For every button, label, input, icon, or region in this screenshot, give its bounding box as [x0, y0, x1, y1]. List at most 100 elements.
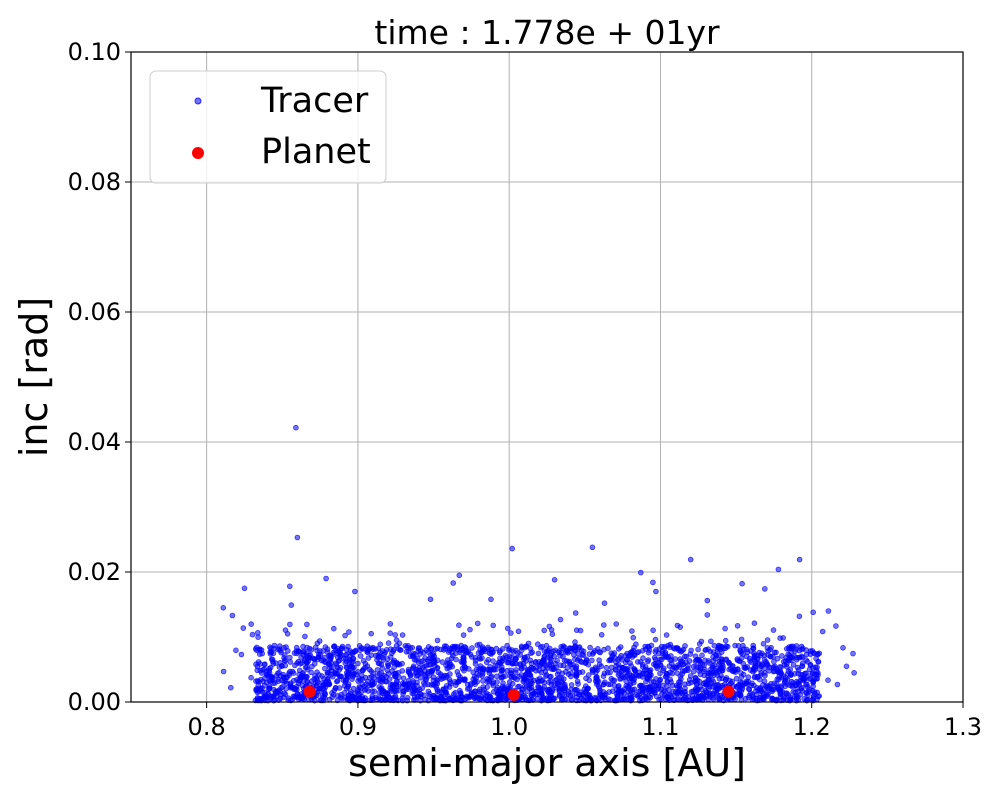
tracer-point [694, 688, 699, 693]
tracer-point [841, 645, 846, 650]
tracer-point [332, 652, 337, 657]
tracer-point [804, 690, 809, 695]
tracer-point [570, 697, 575, 702]
tracer-point [270, 678, 275, 683]
tracer-point [547, 624, 552, 629]
tracer-point [741, 672, 746, 677]
tracer-point [307, 655, 312, 660]
tracer-point [423, 682, 428, 687]
tracer-point [403, 643, 408, 648]
tracer-point [521, 679, 526, 684]
tracer-point [654, 694, 659, 699]
tracer-point [723, 638, 728, 643]
tracer-point [442, 644, 447, 649]
tracer-point [309, 648, 314, 653]
y-tick-label: 0.08 [68, 168, 121, 196]
tracer-point [765, 652, 770, 657]
tracer-point [417, 687, 422, 692]
tracer-point [794, 644, 799, 649]
tracer-point [284, 686, 289, 691]
tracer-point [741, 652, 746, 657]
tracer-point [735, 657, 740, 662]
tracer-point [221, 669, 226, 674]
tracer-point [605, 670, 610, 675]
tracer-point [557, 649, 562, 654]
tracer-point [479, 650, 484, 655]
tracer-point [496, 696, 501, 701]
tracer-point [266, 672, 271, 677]
tracer-point [495, 685, 500, 690]
tracer-point [691, 669, 696, 674]
tracer-point [601, 690, 606, 695]
tracer-point [288, 660, 293, 665]
tracer-point [391, 647, 396, 652]
tracer-point [709, 639, 714, 644]
tracer-point [350, 677, 355, 682]
tracer-point [804, 658, 809, 663]
tracer-point [460, 660, 465, 665]
chart-title: time : 1.778e + 01yr [374, 13, 720, 52]
tracer-point [681, 647, 686, 652]
tracer-point [451, 581, 456, 586]
tracer-point [536, 684, 541, 689]
tracer-point [801, 677, 806, 682]
tracer-point [357, 676, 362, 681]
tracer-point [305, 622, 310, 627]
tracer-point [297, 668, 302, 673]
tracer-point [410, 691, 415, 696]
tracer-point [811, 610, 816, 615]
tracer-point [283, 658, 288, 663]
tracer-point [317, 686, 322, 691]
tracer-point [282, 653, 287, 658]
tracer-point [310, 664, 315, 669]
tracer-point [373, 647, 378, 652]
tracer-point [450, 644, 455, 649]
tracer-point [509, 671, 514, 676]
tracer-point [366, 689, 371, 694]
tracer-point [423, 656, 428, 661]
tracer-point [601, 674, 606, 679]
tracer-point [394, 682, 399, 687]
tracer-point [327, 682, 332, 687]
tracer-point [320, 681, 325, 686]
planet-point [723, 686, 735, 698]
tracer-point [464, 648, 469, 653]
tracer-point [735, 667, 740, 672]
tracer-point [267, 686, 272, 691]
tracer-point [337, 686, 342, 691]
tracer-point [777, 688, 782, 693]
tracer-point [348, 691, 353, 696]
tracer-point [400, 661, 405, 666]
tracer-point [673, 666, 678, 671]
tracer-point [413, 671, 418, 676]
tracer-point [787, 653, 792, 658]
tracer-point [789, 644, 794, 649]
tracer-point [255, 630, 260, 635]
tracer-point [255, 648, 260, 653]
tracer-point [725, 644, 730, 649]
tracer-point [335, 665, 340, 670]
tracer-point [775, 669, 780, 674]
tracer-point [576, 651, 581, 656]
tracer-point [544, 673, 549, 678]
tracer-point [748, 659, 753, 664]
tracer-point [343, 633, 348, 638]
tracer-point [826, 678, 831, 683]
tracer-point [631, 635, 636, 640]
tracer-point [286, 696, 291, 701]
tracer-point [648, 689, 653, 694]
tracer-point [428, 597, 433, 602]
tracer-point [458, 675, 463, 680]
tracer-point [724, 657, 729, 662]
tracer-point [327, 697, 332, 702]
tracer-point [670, 683, 675, 688]
tracer-point [228, 685, 233, 690]
tracer-point [558, 617, 563, 622]
tracer-point [704, 647, 709, 652]
tracer-point [602, 601, 607, 606]
tracer-point [505, 626, 510, 631]
tracer-point [763, 673, 768, 678]
tracer-point [716, 653, 721, 658]
tracer-point [384, 675, 389, 680]
tracer-point [820, 629, 825, 634]
